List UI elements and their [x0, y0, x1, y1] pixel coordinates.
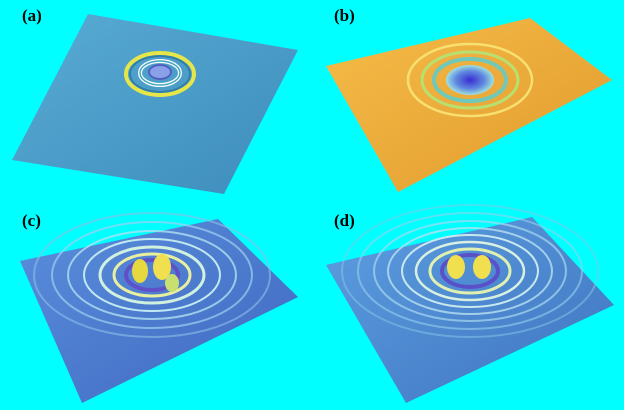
- panel-b: (b): [312, 0, 624, 205]
- panel-d: (d): [312, 204, 624, 410]
- panel-label: (d): [334, 211, 355, 230]
- surface-plane-a: [12, 14, 298, 194]
- panel-a: (a): [0, 0, 312, 205]
- peaks-d: [447, 255, 491, 279]
- rings-b: [406, 42, 534, 118]
- surface-plot-b: [326, 18, 612, 192]
- peaks-c: [132, 254, 179, 292]
- surface-plot-c: [20, 212, 298, 403]
- surface-plot-d: [326, 204, 614, 403]
- rings-d: [341, 204, 599, 338]
- surface-plane-d: [326, 217, 614, 403]
- panel-c: (c): [0, 205, 312, 410]
- panel-label: (c): [22, 211, 41, 230]
- surface-plot-a: [12, 14, 298, 194]
- panel-label: (a): [22, 6, 42, 25]
- rings-a: [124, 51, 196, 97]
- surface-plane-b: [326, 18, 612, 192]
- panel-label: (b): [334, 6, 355, 25]
- rings-c: [33, 212, 271, 338]
